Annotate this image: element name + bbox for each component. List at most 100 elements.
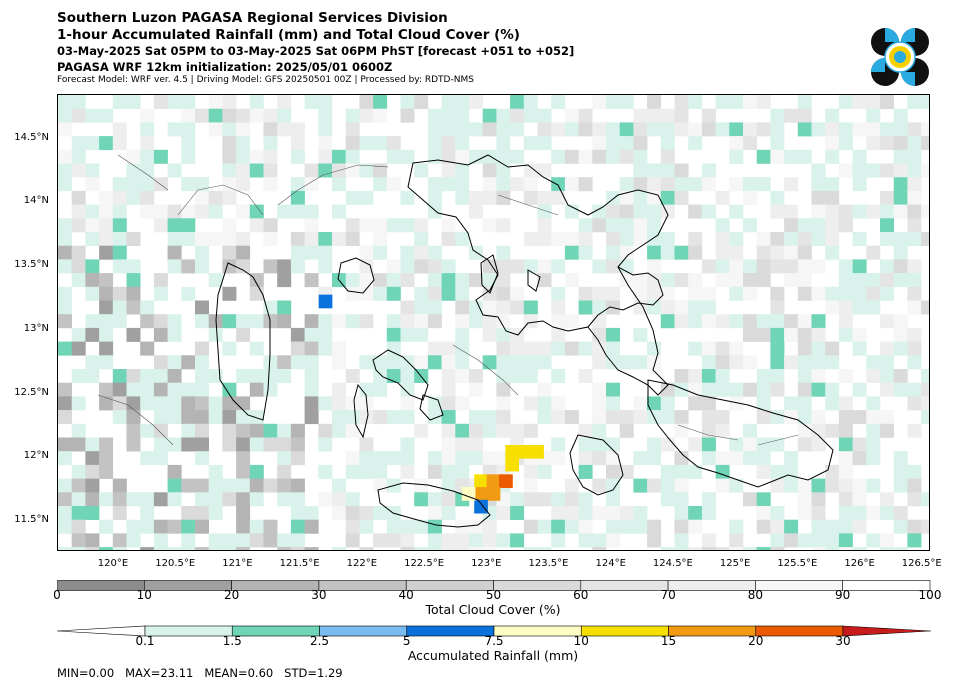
cloud-cell: [345, 533, 360, 548]
cloud-cell: [523, 464, 538, 479]
cloud-cell: [263, 423, 278, 438]
cloud-cell: [236, 122, 251, 137]
cloud-cell: [126, 437, 141, 452]
cloud-cell: [537, 273, 552, 288]
cloud-cell: [770, 410, 785, 425]
cloud-cell: [496, 382, 511, 397]
cloud-cell: [619, 204, 634, 219]
cloud-cell: [236, 478, 251, 493]
cloud-cell: [427, 177, 442, 192]
cloud-cell: [427, 519, 442, 534]
cloud-cell: [222, 286, 237, 301]
cloud-cell: [784, 533, 799, 548]
cloud-cell: [715, 341, 730, 356]
cloud-cell: [729, 382, 744, 397]
cloud-cell: [701, 300, 716, 315]
cloud-cell: [304, 382, 319, 397]
cloud-cell: [537, 122, 552, 137]
cloud-cell: [784, 218, 799, 233]
cloud-cell: [523, 314, 538, 329]
cloud-cell: [756, 451, 771, 466]
cloud-cell: [592, 122, 607, 137]
cloud-cell: [825, 478, 840, 493]
cloud-cell: [647, 122, 662, 137]
cloud-cell: [236, 245, 251, 260]
cloud-cell: [277, 464, 292, 479]
burias-coast: [480, 254, 499, 294]
cloud-cell: [770, 341, 785, 356]
cloud-cell: [715, 232, 730, 246]
cloud-cell: [181, 533, 196, 548]
cloud-cell: [181, 108, 196, 123]
cloud-cell: [345, 519, 360, 534]
cloud-cell: [414, 327, 429, 342]
cloud-cell: [592, 314, 607, 329]
cloud-cell: [701, 533, 716, 548]
cloud-cell: [715, 355, 730, 370]
cloud-cell: [496, 355, 511, 370]
cloud-cell: [195, 437, 209, 452]
cloud-cell: [496, 506, 511, 520]
cloud-cell: [715, 190, 730, 205]
cloud-cell: [469, 300, 483, 315]
province-borders: [97, 154, 799, 446]
cloud-cell: [606, 519, 620, 534]
cloud-cell: [304, 218, 319, 233]
cloud-cell: [907, 355, 922, 370]
cloud-cell: [729, 149, 744, 164]
model-initialization: PAGASA WRF 12km initialization: 2025/05/…: [57, 60, 393, 74]
cloud-cell: [167, 437, 182, 452]
cloud-cell: [838, 136, 853, 151]
cloud-cell: [496, 259, 511, 274]
lon-tick-label: 126.5°E: [901, 558, 942, 569]
cloud-cell: [222, 190, 237, 205]
cloud-cell: [482, 286, 497, 301]
cloud-cell: [770, 300, 785, 315]
cloud-cell: [455, 136, 470, 151]
cloud-cell: [112, 190, 127, 205]
cloud-cell: [318, 232, 333, 246]
cloud-cell: [181, 136, 196, 151]
cloud-cell: [880, 190, 894, 205]
cloud-cell: [208, 273, 223, 288]
cloud-cell: [551, 533, 566, 548]
rain-colorbar-segment: [319, 625, 408, 637]
cloud-cell: [290, 437, 305, 452]
cloud-cell: [181, 519, 196, 534]
cloud-cell: [880, 136, 894, 151]
rain-tick-label: 5: [402, 634, 411, 648]
cloud-cell: [71, 478, 86, 493]
cloud-cell: [770, 259, 785, 274]
cloud-cell: [386, 136, 401, 151]
cloud-cell: [318, 259, 333, 274]
cloud-cell: [58, 382, 72, 397]
cloud-colorbar-segment: [580, 580, 669, 591]
cloud-cell: [921, 136, 929, 151]
rain-colorbar-segment: [493, 625, 582, 637]
cloud-cell: [537, 136, 552, 151]
cloud-cell: [400, 149, 415, 164]
cloud-cell: [71, 437, 86, 452]
cloud-cell: [756, 245, 771, 260]
cloud-cell: [455, 547, 470, 550]
cloud-cell: [784, 259, 799, 274]
cloud-cell: [345, 273, 360, 288]
cloud-cell: [99, 314, 114, 329]
cloud-cell: [332, 149, 346, 164]
cloud-cell: [290, 177, 305, 192]
cloud-cell: [729, 259, 744, 274]
cloud-cell: [893, 245, 908, 260]
cloud-cell: [140, 108, 155, 123]
cloud-cell: [633, 204, 648, 219]
cloud-cell: [674, 451, 689, 466]
cloud-cell: [167, 410, 182, 425]
cloud-cell: [455, 122, 470, 137]
cloud-cell: [893, 177, 908, 192]
cloud-cell: [825, 423, 840, 438]
cloud-cell: [99, 341, 114, 356]
cloud-cell: [455, 451, 470, 466]
cloud-cell: [427, 547, 442, 550]
cloud-cell: [455, 423, 470, 438]
cloud-cell: [523, 300, 538, 315]
cloud-cell: [660, 232, 675, 246]
